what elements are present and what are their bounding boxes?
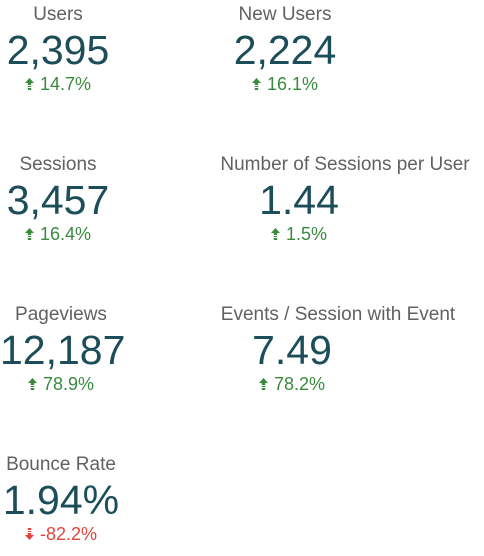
metric-value: 1.44 <box>259 177 339 223</box>
metric-delta: 1.5% <box>270 224 328 244</box>
metric-label: Events / Session with Event <box>220 304 456 325</box>
arrow-up-icon <box>24 78 34 90</box>
metric-value: 1.94% <box>2 477 120 523</box>
metric-label: Sessions <box>19 154 97 175</box>
metric-delta: 78.2% <box>258 374 326 394</box>
metric-value: 12,187 <box>0 327 126 373</box>
arrow-down-icon <box>24 528 34 540</box>
arrow-up-icon <box>251 78 261 90</box>
metric-card-sessions: Sessions 3,457 16.4% <box>0 154 116 245</box>
metric-delta: -82.2% <box>24 524 98 544</box>
metric-value: 3,457 <box>6 177 110 223</box>
metric-delta-value: 78.9% <box>42 374 95 394</box>
metric-delta: 14.7% <box>24 74 92 94</box>
metric-delta-value: 16.4% <box>39 224 92 244</box>
metric-card-users: Users 2,395 14.7% <box>0 4 116 95</box>
metric-delta-value: -82.2% <box>39 524 98 544</box>
metric-label: Bounce Rate <box>6 454 116 475</box>
metric-value: 7.49 <box>252 327 332 373</box>
arrow-up-icon <box>270 228 280 240</box>
metric-delta: 16.4% <box>24 224 92 244</box>
metric-label: New Users <box>238 4 332 25</box>
metric-card-events-per-session: Events / Session with Event 7.49 78.2% <box>206 304 470 395</box>
metric-card-sessions-per-user: Number of Sessions per User 1.44 1.5% <box>206 154 484 245</box>
arrow-up-icon <box>24 228 34 240</box>
arrow-up-icon <box>258 378 268 390</box>
metric-card-bounce-rate: Bounce Rate 1.94% -82.2% <box>0 454 122 545</box>
metric-delta-value: 16.1% <box>266 74 319 94</box>
metric-delta: 78.9% <box>27 374 95 394</box>
metric-label: Pageviews <box>15 304 107 325</box>
metric-label: Number of Sessions per User <box>220 154 470 175</box>
metric-value: 2,395 <box>6 27 110 73</box>
metric-card-pageviews: Pageviews 12,187 78.9% <box>0 304 126 395</box>
metric-delta: 16.1% <box>251 74 319 94</box>
arrow-up-icon <box>27 378 37 390</box>
metric-value: 2,224 <box>233 27 337 73</box>
metric-delta-value: 78.2% <box>273 374 326 394</box>
metric-delta-value: 14.7% <box>39 74 92 94</box>
metric-delta-value: 1.5% <box>285 224 328 244</box>
metric-card-new-users: New Users 2,224 16.1% <box>210 4 360 95</box>
metric-label: Users <box>33 4 83 25</box>
